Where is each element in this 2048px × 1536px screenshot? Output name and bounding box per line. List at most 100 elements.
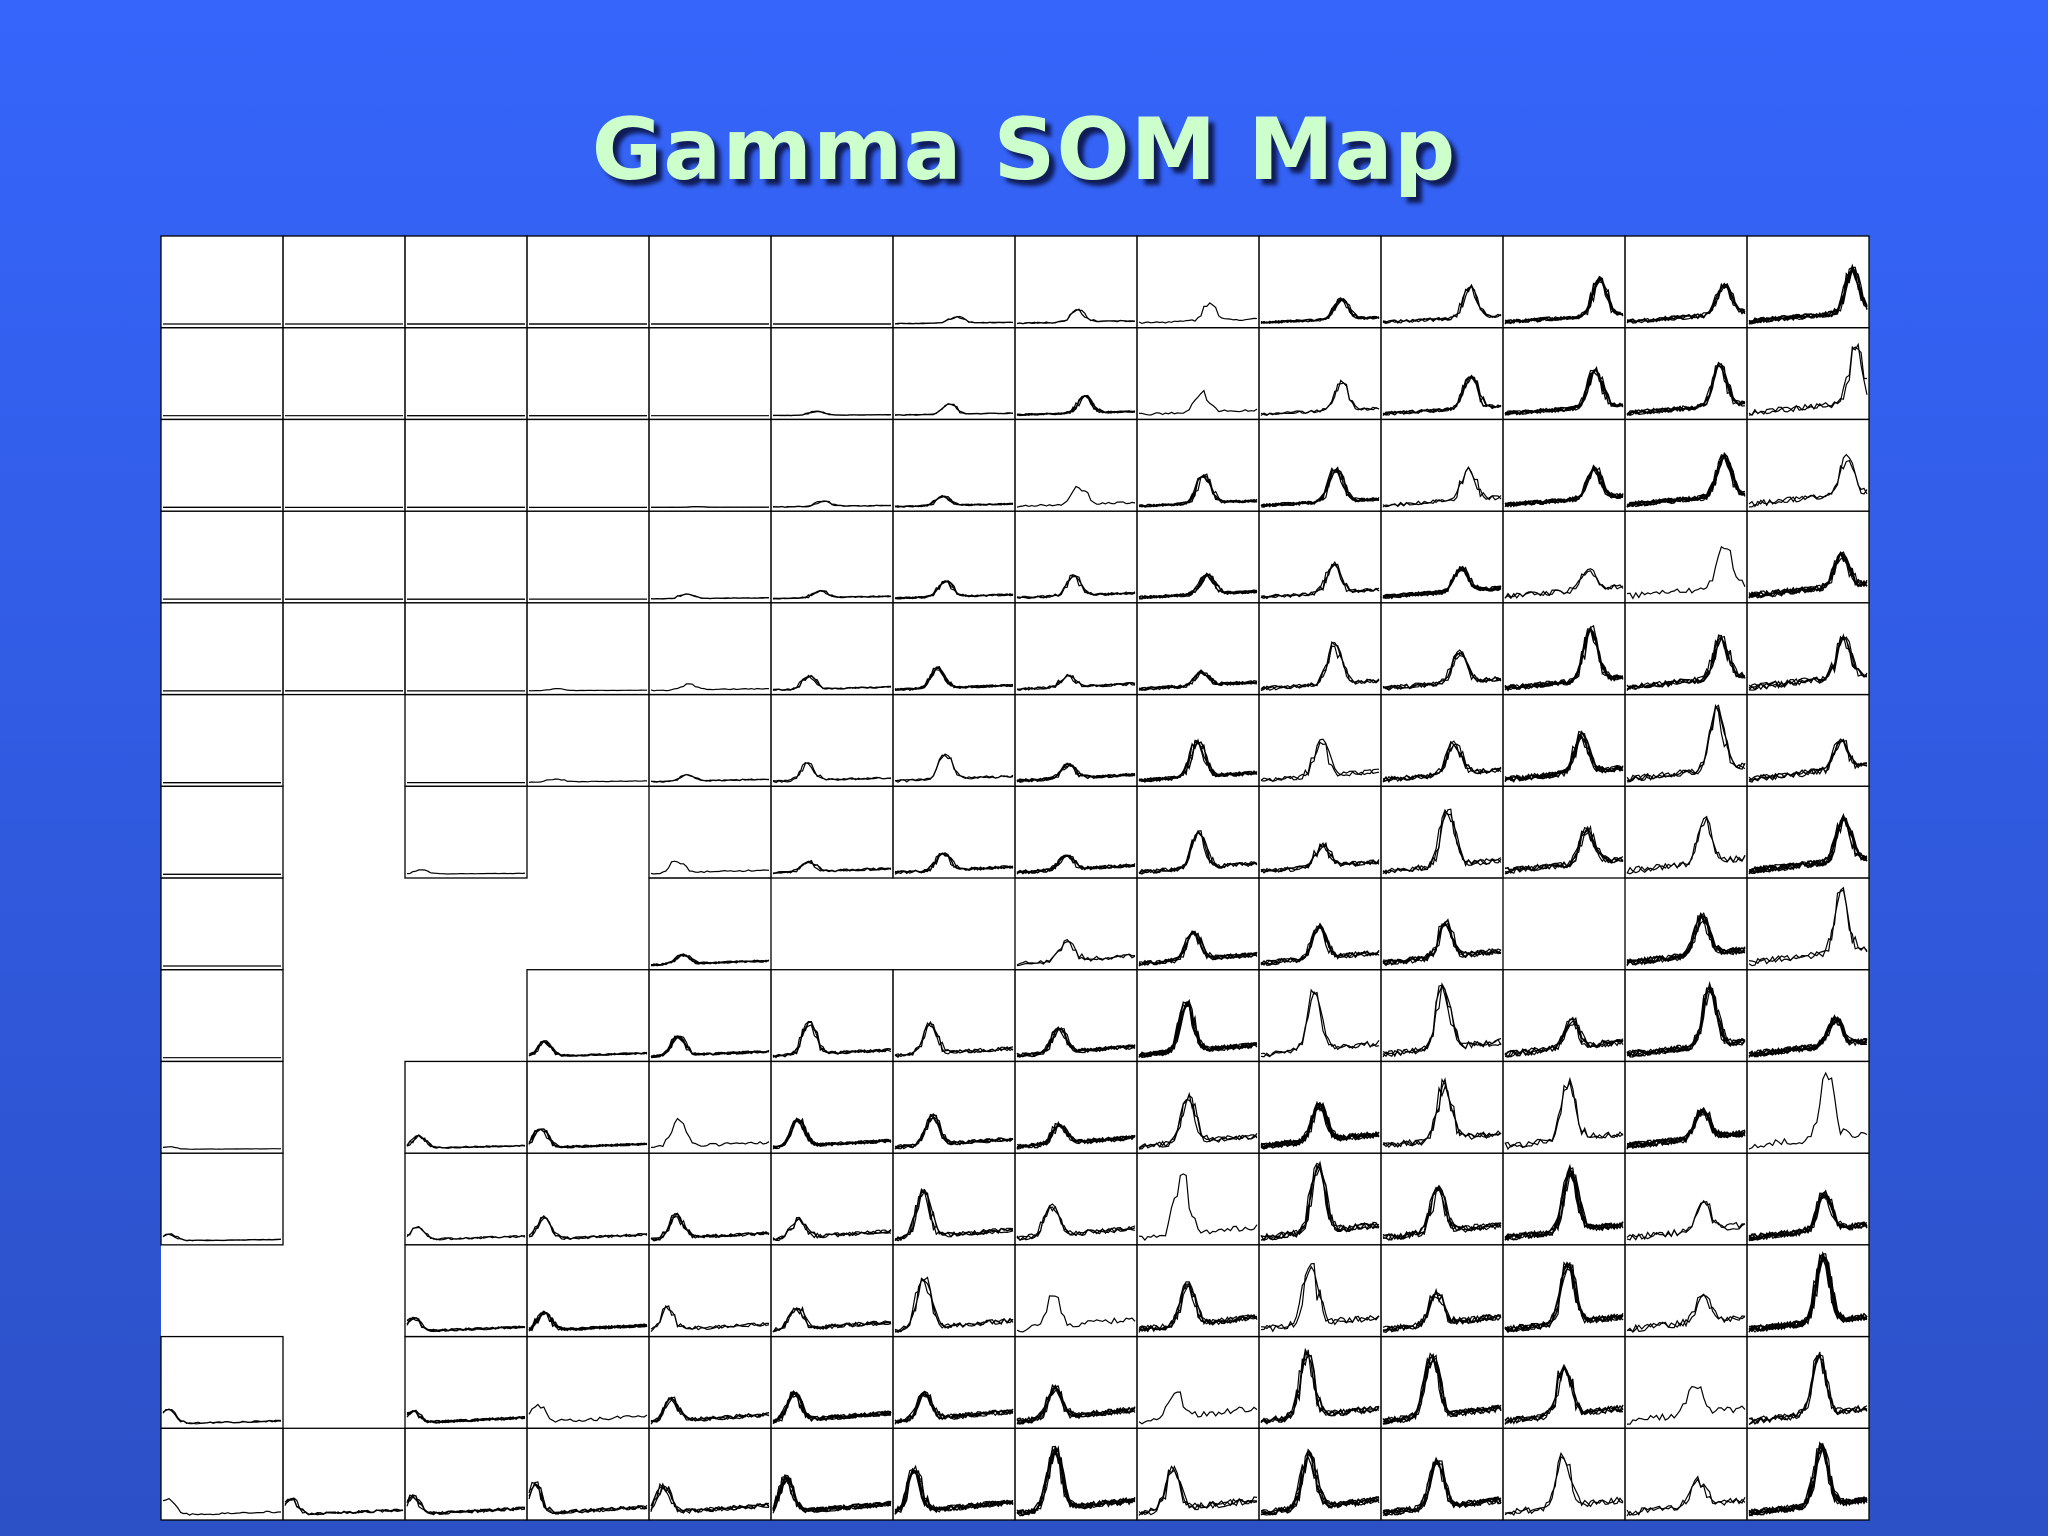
cell-trace	[406, 1409, 526, 1424]
cell-trace	[651, 506, 769, 509]
cell-trace	[1016, 938, 1136, 967]
cell-trace	[1138, 1094, 1258, 1150]
cell-trace	[1748, 886, 1868, 967]
cell-trace	[772, 1475, 892, 1513]
cell-trace	[894, 1021, 1014, 1057]
cell-trace	[1748, 342, 1868, 416]
cell-trace	[1626, 1113, 1746, 1150]
cell-trace	[1138, 930, 1258, 966]
cell-trace	[1138, 1391, 1258, 1425]
cell-trace	[650, 1215, 770, 1241]
cell-trace	[1748, 738, 1867, 782]
cell-trace	[1138, 738, 1258, 783]
cell-trace	[1748, 1351, 1868, 1425]
cell-trace	[1260, 1448, 1380, 1516]
cell-trace	[894, 1278, 1014, 1333]
cell-trace	[1748, 1252, 1868, 1332]
cell-trace	[1748, 1017, 1868, 1058]
cell-trace	[1382, 808, 1502, 875]
cell-trace	[772, 1021, 892, 1058]
cell-trace	[1016, 1120, 1136, 1149]
cell-trace	[1016, 855, 1136, 874]
cell-trace	[1260, 1265, 1380, 1333]
cell-trace	[1749, 459, 1868, 508]
cell-trace	[1016, 1206, 1136, 1240]
cell-trace	[406, 1410, 526, 1424]
cell-trace	[650, 860, 770, 875]
cell-trace	[1748, 551, 1868, 597]
cell-trace	[528, 778, 647, 783]
cell-trace	[1748, 1014, 1868, 1058]
cell-trace	[1016, 673, 1136, 691]
cell-trace	[1504, 730, 1624, 783]
cell-trace	[1016, 1026, 1136, 1058]
cell-trace	[1260, 1101, 1380, 1149]
cell-trace	[894, 1191, 1014, 1242]
cell-trace	[1138, 1173, 1258, 1242]
cell-trace	[1138, 1465, 1258, 1516]
cell-trace	[1504, 464, 1624, 508]
cell-trace	[894, 852, 1014, 875]
cell-trace	[1382, 1288, 1502, 1332]
cell-trace	[1748, 635, 1868, 691]
cell-trace	[1504, 1451, 1624, 1516]
cell-trace	[1016, 1295, 1136, 1333]
cell-trace	[1382, 918, 1502, 966]
cell-trace	[528, 1481, 648, 1515]
cell-trace	[1138, 302, 1258, 325]
cell-trace	[528, 1216, 648, 1240]
cell-trace	[1260, 922, 1380, 967]
cell-trace	[1626, 1475, 1746, 1516]
cell-trace	[528, 1040, 648, 1057]
cell-trace	[650, 1484, 770, 1514]
cell-trace	[1260, 1354, 1380, 1424]
cell-trace	[1626, 634, 1746, 692]
cell-trace	[894, 667, 1014, 691]
cell-trace	[1382, 569, 1502, 599]
cell-trace	[1260, 560, 1380, 600]
cell-trace	[1016, 308, 1136, 325]
cell-trace	[894, 1020, 1014, 1058]
cell-trace	[1382, 376, 1502, 416]
cell-trace	[1016, 574, 1136, 599]
cell-trace	[1138, 830, 1258, 875]
cell-trace	[406, 1494, 526, 1515]
cell-trace	[894, 1393, 1014, 1424]
cell-trace	[894, 1277, 1014, 1333]
cell-trace	[1504, 278, 1624, 325]
cell-trace	[162, 1233, 282, 1242]
cell-trace	[772, 1391, 892, 1423]
cell-trace	[1504, 568, 1624, 599]
cell-trace	[1504, 1264, 1624, 1333]
cell-trace	[528, 1312, 648, 1332]
cell-trace	[1626, 987, 1746, 1057]
cell-trace	[1138, 573, 1258, 600]
cell-trace	[895, 495, 1014, 508]
cell-trace	[1627, 1385, 1746, 1425]
cell-trace	[772, 1308, 892, 1333]
map-cell	[1746, 1427, 1870, 1521]
cell-trace	[772, 589, 892, 600]
cell-trace	[1260, 990, 1380, 1058]
cell-trace	[1016, 1203, 1136, 1241]
cell-trace	[1504, 624, 1624, 692]
cell-trace	[1626, 1294, 1746, 1333]
cell-trace	[1382, 1456, 1502, 1516]
cell-trace	[406, 1316, 526, 1333]
cell-trace	[650, 1482, 770, 1514]
map-cell	[160, 1152, 284, 1246]
cell-trace	[1748, 1442, 1868, 1516]
cell-trace	[1748, 1071, 1868, 1150]
cell-trace	[1504, 1364, 1624, 1424]
cell-trace	[772, 500, 891, 508]
cell-trace	[1382, 283, 1502, 324]
cell-trace	[772, 1216, 892, 1242]
cell-trace	[1016, 485, 1136, 508]
cell-trace	[1260, 642, 1380, 691]
cell-trace	[1504, 1172, 1624, 1241]
cell-trace	[772, 1117, 892, 1149]
cell-trace	[1016, 395, 1136, 416]
cell-trace	[1138, 473, 1258, 508]
cell-trace	[1260, 988, 1380, 1058]
